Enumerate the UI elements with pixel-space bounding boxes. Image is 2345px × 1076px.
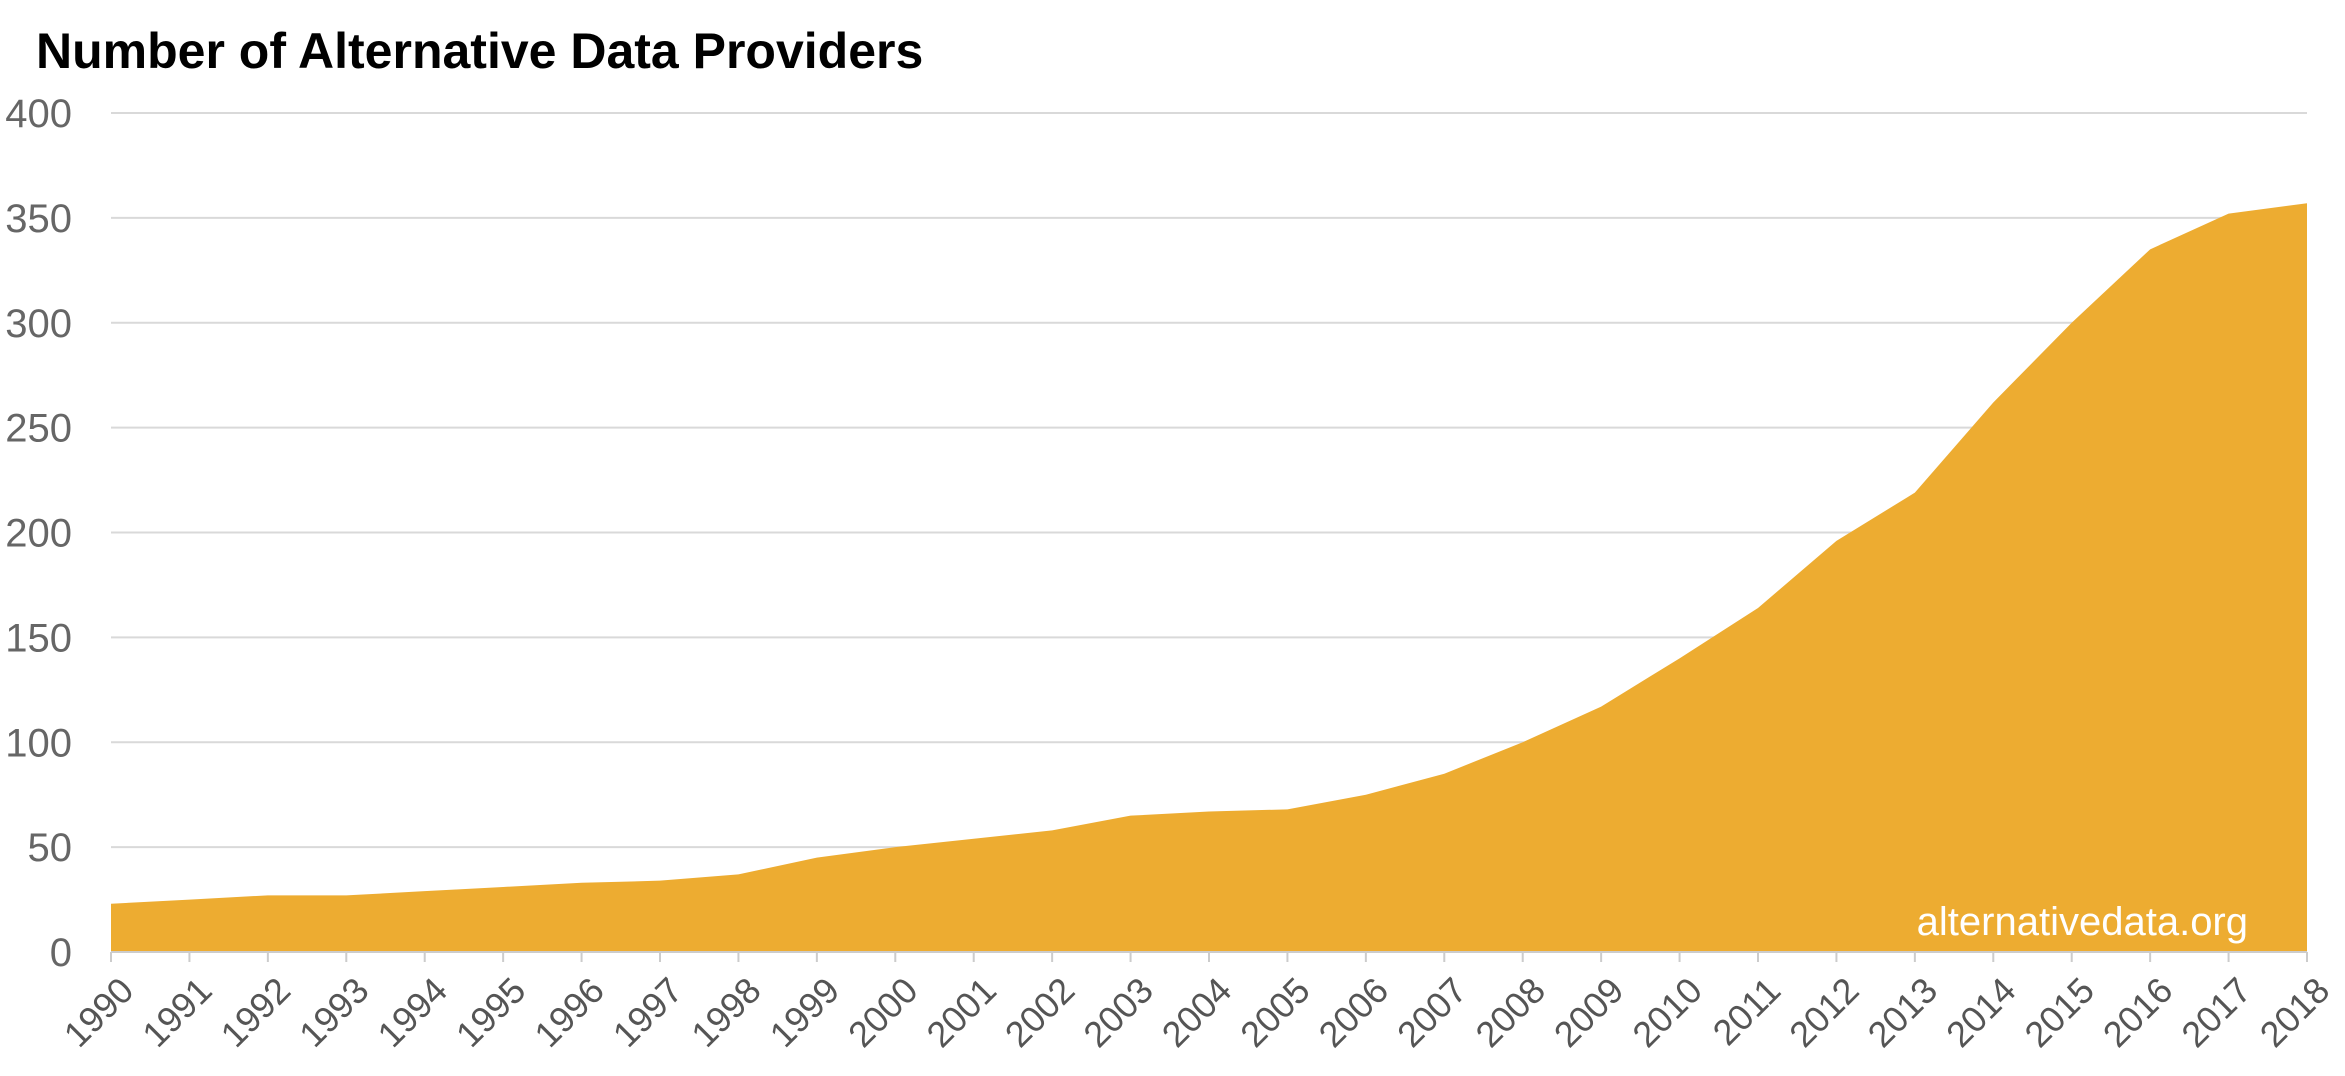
x-tick-label-2017: 2017: [2173, 969, 2259, 1055]
x-tick-label-2009: 2009: [1546, 969, 1632, 1055]
x-axis: [110, 951, 2308, 962]
x-tick-label-2001: 2001: [918, 969, 1004, 1055]
y-tick-label-300: 300: [5, 302, 72, 346]
x-tick-label-1991: 1991: [134, 969, 220, 1055]
x-tick-label-2014: 2014: [1938, 969, 2024, 1055]
x-tick-label-2006: 2006: [1311, 969, 1397, 1055]
y-tick-label-350: 350: [5, 197, 72, 241]
y-axis-tick-labels: 0 50 100 150 200 250 300 350 400: [5, 92, 72, 975]
y-tick-label-250: 250: [5, 407, 72, 451]
x-tick-label-1994: 1994: [369, 969, 455, 1055]
x-tick-label-2012: 2012: [1781, 969, 1867, 1055]
chart-title: Number of Alternative Data Providers: [36, 23, 924, 79]
x-tick-label-2015: 2015: [2016, 969, 2102, 1055]
x-tick-label-2016: 2016: [2095, 969, 2181, 1055]
y-tick-label-150: 150: [5, 616, 72, 660]
gridlines: [111, 112, 2307, 849]
x-tick-label-1995: 1995: [448, 969, 534, 1055]
y-tick-label-400: 400: [5, 92, 72, 136]
x-tick-label-2010: 2010: [1624, 969, 1710, 1055]
x-tick-label-1998: 1998: [683, 969, 769, 1055]
x-tick-label-2007: 2007: [1389, 969, 1475, 1055]
area-series: [111, 203, 2307, 952]
x-tick-label-2011: 2011: [1705, 969, 1789, 1053]
x-tick-label-1996: 1996: [526, 969, 612, 1055]
area-series-0: [111, 203, 2307, 952]
x-tick-label-1999: 1999: [762, 969, 848, 1055]
x-tick-label-1990: 1990: [56, 969, 142, 1055]
x-tick-label-2005: 2005: [1232, 969, 1318, 1055]
x-tick-label-2004: 2004: [1154, 969, 1240, 1055]
x-tick-label-1993: 1993: [291, 969, 377, 1055]
y-tick-label-200: 200: [5, 512, 72, 556]
x-tick-label-2003: 2003: [1075, 969, 1161, 1055]
y-tick-label-50: 50: [28, 826, 73, 870]
y-tick-label-100: 100: [5, 721, 72, 765]
x-tick-label-2008: 2008: [1467, 969, 1553, 1055]
x-tick-label-2000: 2000: [840, 969, 926, 1055]
y-tick-label-0: 0: [50, 931, 72, 975]
watermark-annotation: alternativedata.org: [1917, 900, 2248, 944]
x-tick-label-2002: 2002: [997, 969, 1083, 1055]
x-axis-tick-labels: 1990199119921993199419951996199719981999…: [56, 969, 2338, 1055]
x-tick-label-2013: 2013: [1860, 969, 1946, 1055]
x-tick-label-1992: 1992: [213, 969, 299, 1055]
x-tick-label-2018: 2018: [2252, 969, 2338, 1055]
x-tick-label-1997: 1997: [605, 969, 691, 1055]
